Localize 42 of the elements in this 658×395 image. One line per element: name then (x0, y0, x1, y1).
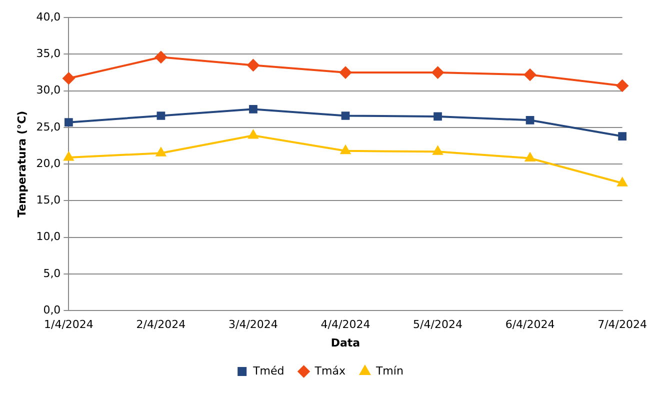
x-tick-label: 4/4/2024 (320, 318, 370, 332)
point (524, 68, 536, 81)
point (154, 51, 167, 64)
point (618, 132, 626, 140)
point (247, 59, 260, 72)
y-tick-label: 25,0 (36, 120, 61, 134)
point (156, 148, 166, 156)
point (525, 152, 535, 162)
y-tick-label: 5,0 (43, 266, 61, 280)
point (248, 130, 258, 139)
point (432, 146, 443, 155)
point (432, 66, 444, 79)
point (616, 80, 628, 92)
legend-label: Tmín (374, 364, 404, 378)
point (62, 72, 75, 84)
x-tick-label: 3/4/2024 (228, 318, 278, 332)
point (64, 118, 73, 127)
x-axis-title: Data (330, 336, 360, 350)
y-tick-label: 40,0 (36, 10, 61, 24)
point (339, 66, 352, 79)
legend-label: Tmáx (314, 364, 346, 378)
y-tick-label: 0,0 (43, 303, 61, 316)
y-tick-label: 15,0 (36, 194, 61, 207)
point (156, 112, 166, 120)
x-tick-label: 1/4/2024 (44, 318, 94, 332)
y-tick-label: 30,0 (36, 84, 61, 97)
point (64, 152, 74, 161)
point (617, 178, 628, 186)
y-tick-label: 10,0 (36, 230, 61, 244)
y-tick-label: 35,0 (36, 47, 61, 60)
point (526, 116, 534, 124)
x-tick-label: 2/4/2024 (136, 318, 186, 332)
point (249, 104, 258, 114)
y-axis-title: Temperatura (°C) (15, 110, 28, 218)
x-tick-label: 5/4/2024 (413, 318, 462, 332)
point (341, 112, 350, 120)
x-tick-label: 7/4/2024 (598, 318, 647, 332)
point (434, 112, 442, 121)
x-tick-label: 6/4/2024 (505, 318, 555, 332)
y-tick-label: 20,0 (36, 156, 61, 170)
point (340, 145, 350, 154)
legend-label: Tméd (252, 364, 284, 378)
